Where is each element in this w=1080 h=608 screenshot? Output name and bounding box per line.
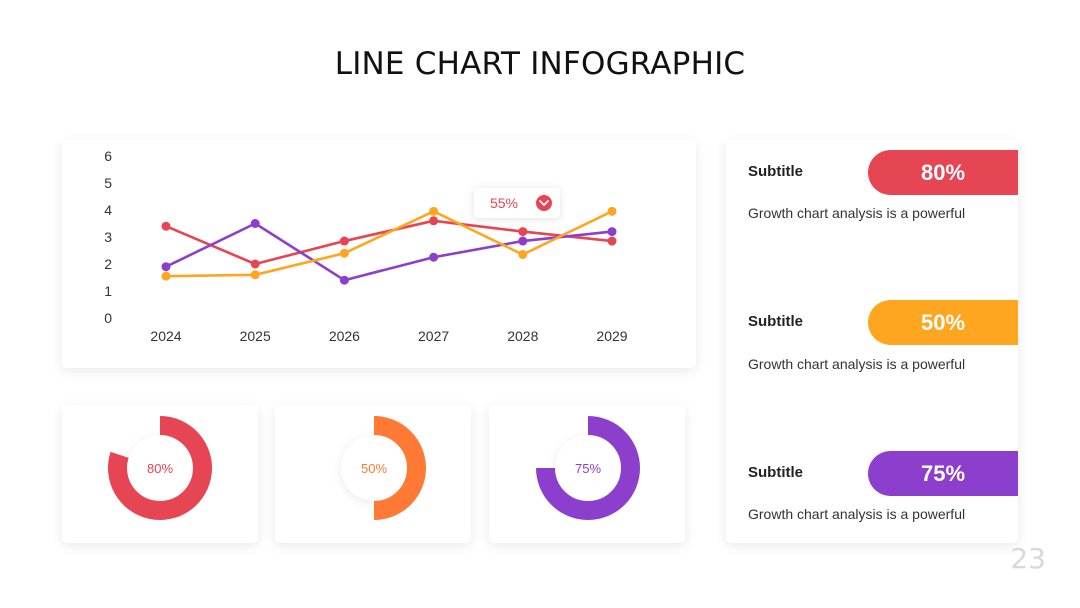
data-point	[607, 227, 617, 237]
data-point	[250, 270, 260, 280]
series-line	[165, 222, 613, 282]
stat-description-1: Growth chart analysis is a powerful	[748, 205, 966, 221]
data-point	[607, 236, 617, 246]
x-tick-label: 2028	[507, 328, 538, 344]
data-point	[339, 275, 349, 285]
x-tick-label: 2029	[596, 328, 627, 344]
slide-title: LINE CHART INFOGRAPHIC	[334, 46, 746, 82]
y-tick-label: 1	[104, 283, 112, 299]
x-tick-label: 2025	[240, 328, 271, 344]
stat-pill-3: 75%	[868, 451, 1018, 496]
donut-chart-1: 80%	[108, 416, 212, 520]
data-point	[161, 221, 171, 231]
data-point	[161, 271, 171, 281]
y-tick-label: 4	[104, 202, 112, 218]
stat-pill-2: 50%	[868, 300, 1018, 345]
donut-arc	[108, 416, 212, 520]
data-point	[429, 206, 439, 216]
donut-label: 50%	[361, 461, 387, 476]
y-tick-label: 3	[104, 229, 112, 245]
data-point	[339, 236, 349, 246]
data-point	[518, 250, 528, 260]
donut-center	[127, 435, 193, 501]
donut-chart-2: 50%	[341, 416, 426, 520]
page-number: 23	[1010, 542, 1046, 575]
data-point	[250, 259, 260, 269]
data-point	[161, 262, 171, 272]
stat-description-3: Growth chart analysis is a powerful	[748, 506, 966, 522]
stat-description-2: Growth chart analysis is a powerful	[748, 356, 966, 372]
line-chart: 0 1 2 3 4 5 6 2024 2025 2026 2027 2028 2029 55%	[104, 148, 628, 344]
donut-chart-3: 75%	[536, 416, 640, 520]
y-tick-label: 0	[104, 310, 112, 326]
data-point	[429, 216, 439, 226]
data-point	[518, 236, 528, 246]
chevron-down-icon	[536, 195, 552, 211]
data-point	[429, 252, 439, 262]
x-tick-label: 2026	[329, 328, 360, 344]
x-tick-label: 2024	[150, 328, 181, 344]
stat-subtitle-1: Subtitle	[748, 163, 803, 180]
data-point	[607, 206, 617, 216]
annotation-tooltip: 55%	[474, 188, 560, 218]
series-line	[165, 210, 613, 278]
donut-label: 75%	[575, 461, 601, 476]
y-tick-label: 2	[104, 256, 112, 272]
donut-arc	[373, 416, 426, 520]
data-point	[250, 219, 260, 228]
annotation-label: 55%	[490, 195, 518, 211]
donut-label: 80%	[147, 461, 173, 476]
stat-pill-1: 80%	[868, 150, 1018, 195]
donut-center	[341, 435, 407, 501]
y-tick-label: 6	[104, 148, 112, 164]
data-point	[339, 248, 349, 258]
donut-arc	[536, 416, 640, 520]
line-chart-card	[62, 140, 696, 368]
y-tick-label: 5	[104, 175, 112, 191]
x-tick-label: 2027	[418, 328, 449, 344]
donut-center	[555, 435, 621, 501]
data-point	[518, 227, 528, 237]
stat-subtitle-3: Subtitle	[748, 464, 803, 481]
stat-subtitle-2: Subtitle	[748, 313, 803, 330]
